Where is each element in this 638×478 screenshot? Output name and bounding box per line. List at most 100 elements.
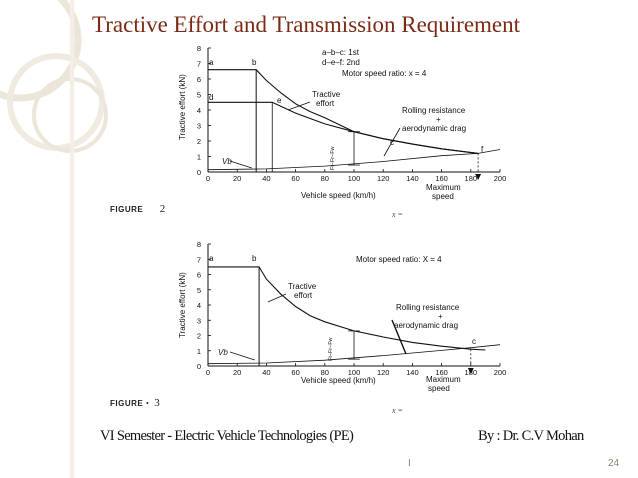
figure-1-curves xyxy=(207,69,501,180)
figure-1-point-c: c xyxy=(390,138,394,147)
figure-1-chart: 0 20 40 60 80 100 120 140 160 180 200 0 1 2 3 4 5 6 7 8 Tra… xyxy=(178,44,507,201)
figure-1-motor-ratio: Motor speed ratio: x = 4 xyxy=(342,69,427,78)
f1-x-tick-label: 100 xyxy=(348,174,361,183)
figure-1-point-d: d xyxy=(209,93,213,102)
f1-x-tick-label: 40 xyxy=(262,174,270,183)
figure-2-caption-number: 3 xyxy=(154,397,160,409)
f2-x-tick-label: 200 xyxy=(494,368,507,377)
f2-x-tick-label: 120 xyxy=(377,368,390,377)
figure-1-legend-2: d–e–f: 2nd xyxy=(322,58,360,67)
f1-x-tick-label: 160 xyxy=(435,174,448,183)
f2-y-tick-label: 6 xyxy=(197,271,201,280)
f2-y-tick-label: 2 xyxy=(197,332,201,341)
f2-x-tick-label: 20 xyxy=(233,368,241,377)
f1-y-tick-label: 4 xyxy=(197,106,201,115)
f1-series-line-3 xyxy=(207,149,501,171)
figure-1-x-label: Vehicle speed (km/h) xyxy=(301,191,376,200)
f1-y-tick-label: 8 xyxy=(197,44,201,53)
f2-y-tick-label: 5 xyxy=(197,286,201,295)
f2-x-tick-label: 40 xyxy=(262,368,270,377)
f2-x-tick-label: 0 xyxy=(206,368,210,377)
figure-2-caption: FIGURE • 3 xyxy=(110,397,160,409)
f2-y-tick-label: 8 xyxy=(197,240,201,249)
f1-x-tick-label: 140 xyxy=(406,174,419,183)
f1-y-tick-label: 7 xyxy=(197,60,201,69)
f1-x-tick-label: 200 xyxy=(494,174,507,183)
f1-x-tick-label: 180 xyxy=(465,174,478,183)
f2-series-line-1 xyxy=(208,266,486,351)
footer-author: By : Dr. C.V Mohan xyxy=(478,428,584,444)
figure-1-caption-x: x = xyxy=(392,210,403,219)
f2-y-tick-label: 4 xyxy=(197,301,201,310)
figure-2-max-speed-1: Maximum xyxy=(426,375,461,384)
figure-1-legend-1: a–b–c: 1st xyxy=(322,48,360,57)
f2-x-tick-label: 80 xyxy=(321,368,329,377)
f2-y-tick-label: 3 xyxy=(197,316,201,325)
figure-2-motor-ratio: Motor speed ratio: X = 4 xyxy=(356,255,442,264)
figure-1-y-label: Tractive effort (kN) xyxy=(178,74,187,140)
f2-y-tick-label: 0 xyxy=(197,362,201,371)
figure-2-max-speed-2: speed xyxy=(428,384,450,393)
f2-x-tick-label: 160 xyxy=(435,368,448,377)
figure-1-rolling-label-3: aerodynamic drag xyxy=(402,124,466,133)
figure-2-point-a: a xyxy=(209,254,214,263)
figure-2-point-b: b xyxy=(252,254,257,263)
figure-2-x-label: Vehicle speed (km/h) xyxy=(301,376,376,385)
slide-title: Tractive Effort and Transmission Require… xyxy=(92,12,521,37)
figure-2-rolling-label-3: aerodynamic drag xyxy=(394,321,458,330)
f2-y-tick-label: 7 xyxy=(197,255,201,264)
figure-2-rolling-leader xyxy=(391,319,407,355)
figure-1-rolling-label-1: Rolling resistance xyxy=(402,106,466,115)
figure-1-caption: FIGURE 2 xyxy=(110,203,165,215)
figure-2-tractive-label-2: effort xyxy=(294,291,313,300)
figure-1-tractive-label-2: effort xyxy=(316,99,335,108)
f1-y-tick-label: 3 xyxy=(197,122,201,131)
figure-2-vb-leader xyxy=(229,351,255,361)
figure-1-point-f: f xyxy=(481,145,484,154)
f2-x-tick-label: 100 xyxy=(348,368,361,377)
figure-1-max-speed-1: Maximum xyxy=(426,183,461,192)
f1-y-tick-label: 6 xyxy=(197,75,201,84)
figure-1-vb-label: Vb xyxy=(222,157,232,166)
figure-1-rolling-label-2: + xyxy=(436,115,441,124)
footer-course: VI Semester - Electric Vehicle Technolog… xyxy=(100,428,354,444)
figure-2-rolling-label-1: Rolling resistance xyxy=(396,303,460,312)
figure-1-max-speed-arrow xyxy=(475,174,482,180)
f2-y-tick-label: 1 xyxy=(197,347,201,356)
figure-1-vb-leader xyxy=(229,160,252,169)
figure-2-point-c: c xyxy=(472,337,476,346)
figure-2-y-label: Tractive effort (kN) xyxy=(178,272,187,338)
figure-2-rolling-label-2: + xyxy=(438,312,443,321)
figure-1-tractive-label-1: Tractive xyxy=(312,90,341,99)
figure-1-caption-label: FIGURE xyxy=(110,205,144,214)
left-accent-bar xyxy=(70,0,74,478)
f2-x-tick-label: 60 xyxy=(291,368,299,377)
figure-2-curves xyxy=(207,266,501,374)
f1-x-tick-label: 60 xyxy=(291,174,299,183)
f1-x-tick-label: 0 xyxy=(206,174,210,183)
figure-2-tractive-leader xyxy=(267,293,287,303)
figure-2-vb-label: Vb xyxy=(218,348,228,357)
f1-y-tick-label: 5 xyxy=(197,91,201,100)
f2-series-line-2 xyxy=(207,344,501,365)
f1-y-tick-label: 0 xyxy=(197,168,201,177)
figure-1-point-b: b xyxy=(252,58,257,67)
figure-1-point-e: e xyxy=(277,96,282,105)
f1-x-tick-label: 80 xyxy=(321,174,329,183)
figure-1-point-a: a xyxy=(209,58,214,67)
f1-x-tick-label: 20 xyxy=(233,174,241,183)
f1-y-tick-label: 1 xyxy=(197,153,201,162)
figure-2-max-speed-arrow xyxy=(467,368,474,374)
figure-1-tractive-leader xyxy=(287,101,311,111)
page-number: 24 xyxy=(608,458,620,469)
figure-2-tractive-label-1: Tractive xyxy=(288,282,317,291)
figure-1-rolling-leader xyxy=(383,127,401,157)
center-mark: I xyxy=(408,458,411,469)
figure-2-caption-label: FIGURE xyxy=(110,399,144,408)
figure-1-caption-number: 2 xyxy=(159,203,166,215)
figure-1-max-speed-2: speed xyxy=(432,192,454,201)
f1-y-tick-label: 2 xyxy=(197,137,201,146)
figure-1-force-label: Ft–Fr–Fw xyxy=(330,146,336,170)
f2-x-tick-label: 140 xyxy=(406,368,419,377)
